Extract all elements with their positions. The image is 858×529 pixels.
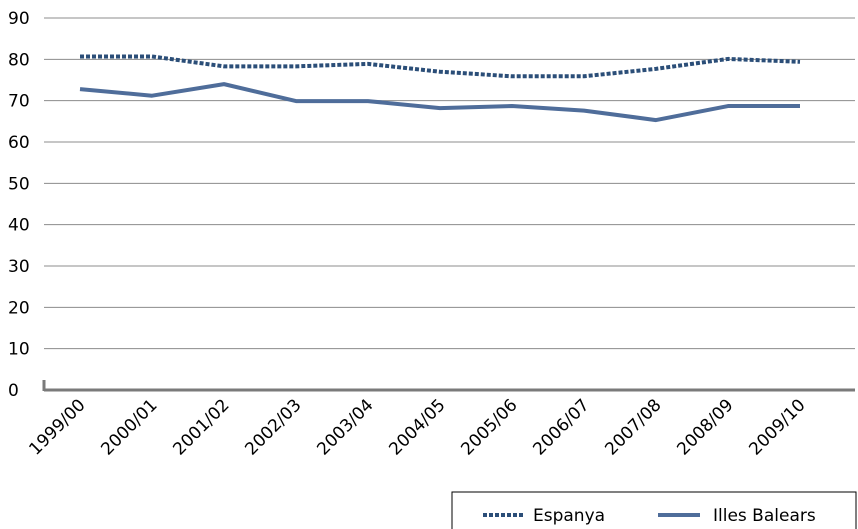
x-tick-label: 2001/02 <box>169 395 233 459</box>
y-tick-label: 60 <box>8 133 30 153</box>
series-lines <box>79 54 801 123</box>
x-tick-label: 2008/09 <box>673 395 737 459</box>
y-tick-label: 80 <box>8 50 30 70</box>
y-tick-label: 20 <box>8 298 30 318</box>
x-tick-label: 1999/00 <box>25 395 89 459</box>
series-line-espanya <box>80 54 801 79</box>
axes <box>42 380 855 392</box>
y-axis-tick-labels: 0 10 20 30 40 50 60 70 80 90 <box>8 9 30 401</box>
x-tick-label: 2002/03 <box>241 395 305 459</box>
y-tick-label: 30 <box>8 257 30 277</box>
y-tick-label: 40 <box>8 216 30 236</box>
y-tick-label: 50 <box>8 174 30 194</box>
y-tick-label: 70 <box>8 92 30 112</box>
gridlines <box>44 17 855 350</box>
y-tick-label: 90 <box>8 9 30 29</box>
legend: Espanya Illes Balears <box>451 491 857 529</box>
legend-label: Illes Balears <box>713 506 816 526</box>
x-tick-label: 2009/10 <box>745 395 809 459</box>
x-tick-label: 2006/07 <box>529 395 593 459</box>
legend-label: Espanya <box>533 506 605 526</box>
legend-box <box>451 491 857 529</box>
series-line-illes-balears <box>79 82 800 123</box>
y-tick-label: 0 <box>8 381 19 401</box>
x-axis-tick-labels: 1999/00 2000/01 2001/02 2002/03 2003/04 2004/… <box>25 395 809 459</box>
x-tick-label: 2003/04 <box>313 395 377 459</box>
y-tick-label: 10 <box>8 340 30 360</box>
x-tick-label: 2000/01 <box>97 395 161 459</box>
x-tick-label: 2005/06 <box>457 395 521 459</box>
x-tick-label: 2007/08 <box>601 395 665 459</box>
x-tick-label: 2004/05 <box>385 395 449 459</box>
